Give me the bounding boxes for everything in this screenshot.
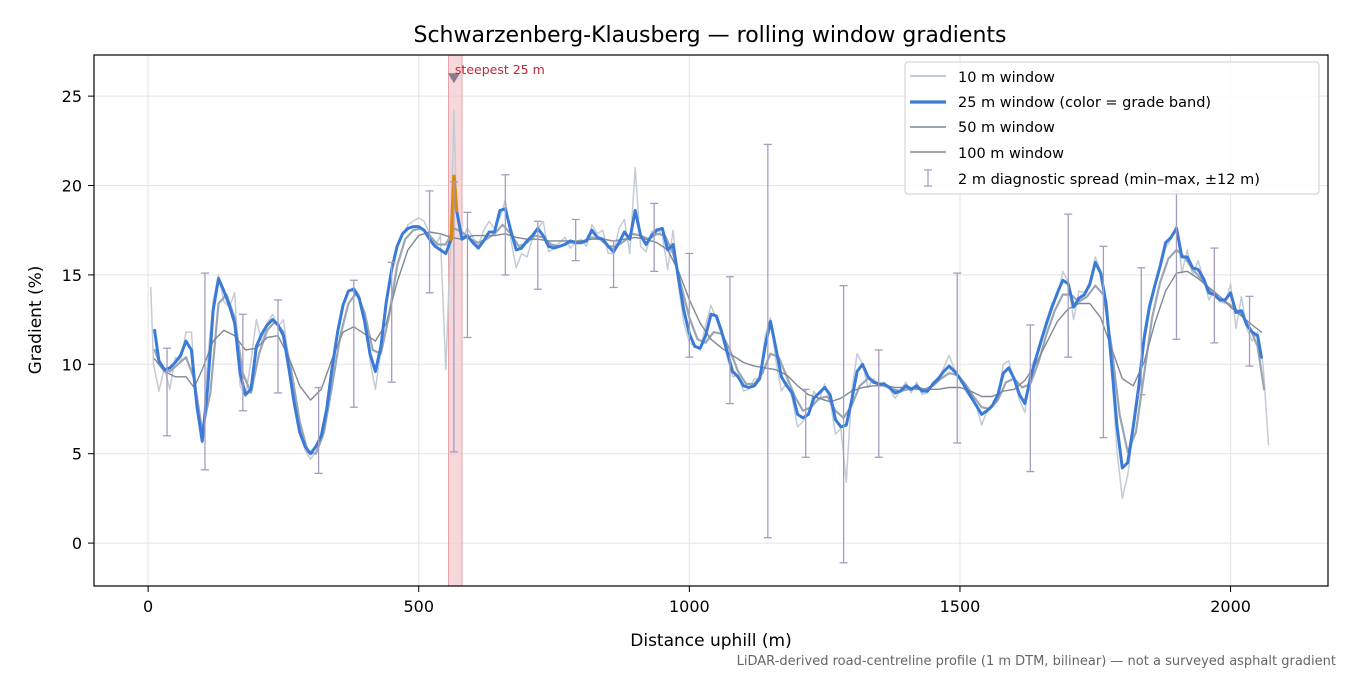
errorbar	[1099, 245, 1108, 439]
errorbar	[650, 202, 659, 272]
series-lines	[150, 109, 1270, 500]
footnote: LiDAR-derived road-centreline profile (1…	[737, 654, 1336, 669]
legend-label-25m: 25 m window (color = grade band)	[958, 95, 1211, 111]
y-tick-label: 0	[72, 534, 82, 553]
errorbar	[238, 313, 247, 412]
errorbar	[501, 174, 510, 276]
legend-label-errorbar: 2 m diagnostic spread (min–max, ±12 m)	[958, 172, 1260, 188]
errorbar	[274, 299, 283, 394]
errorbar	[449, 181, 458, 453]
y-axis-label: Gradient (%)	[26, 266, 46, 375]
x-tick-label: 1000	[669, 597, 710, 616]
errorbar	[1137, 267, 1146, 396]
errorbar	[763, 143, 772, 539]
annotation-layer: steepest 25 m	[447, 62, 545, 84]
y-tick-label: 5	[72, 445, 82, 464]
grade-band-highlight	[449, 174, 459, 241]
y-tick-label: 10	[62, 355, 82, 374]
errorbar	[839, 284, 848, 564]
errorbar	[200, 272, 209, 471]
errorbar	[533, 220, 542, 290]
x-axis: 0 500 1000 1500 2000	[143, 586, 1251, 616]
errorbar	[1210, 247, 1219, 344]
chart-title: Schwarzenberg-Klausberg — rolling window…	[413, 23, 1006, 48]
errorbar	[314, 386, 323, 475]
errorbar	[874, 349, 883, 458]
x-tick-label: 0	[143, 597, 153, 616]
errorbar	[725, 276, 734, 405]
errorbars	[163, 143, 1254, 564]
errorbar	[1245, 295, 1254, 367]
errorbar	[953, 272, 962, 444]
x-tick-label: 2000	[1210, 597, 1251, 616]
errorbar	[609, 240, 618, 289]
y-tick-label: 15	[62, 266, 82, 285]
errorbar	[1172, 190, 1181, 340]
errorbar	[571, 218, 580, 262]
errorbar	[387, 261, 396, 383]
legend-label-100m: 100 m window	[958, 146, 1064, 162]
legend-label-10m: 10 m window	[958, 70, 1055, 86]
x-tick-label: 500	[403, 597, 434, 616]
errorbar	[425, 190, 434, 294]
errorbar	[463, 211, 472, 339]
errorbar	[1064, 213, 1073, 358]
errorbar	[349, 279, 358, 408]
x-tick-label: 1500	[940, 597, 981, 616]
y-tick-label: 20	[62, 177, 82, 196]
legend-box	[904, 61, 1320, 195]
y-tick-label: 25	[62, 87, 82, 106]
series-line-w25	[153, 189, 1263, 470]
legend-label-50m: 50 m window	[958, 120, 1055, 136]
series-line-w50	[153, 223, 1266, 455]
errorbar	[801, 388, 810, 458]
errorbar	[163, 347, 172, 437]
x-axis-label: Distance uphill (m)	[630, 631, 791, 651]
steepest-label: steepest 25 m	[455, 62, 545, 77]
plot-frame	[93, 54, 1329, 587]
errorbar	[1026, 324, 1035, 473]
legend: 10 m window 25 m window (color = grade b…	[904, 61, 1320, 195]
errorbar	[685, 252, 694, 358]
y-axis: 0 5 10 15 20 25	[62, 87, 94, 553]
steepest-marker	[447, 73, 460, 84]
legend-swatch-errorbar	[924, 169, 932, 187]
